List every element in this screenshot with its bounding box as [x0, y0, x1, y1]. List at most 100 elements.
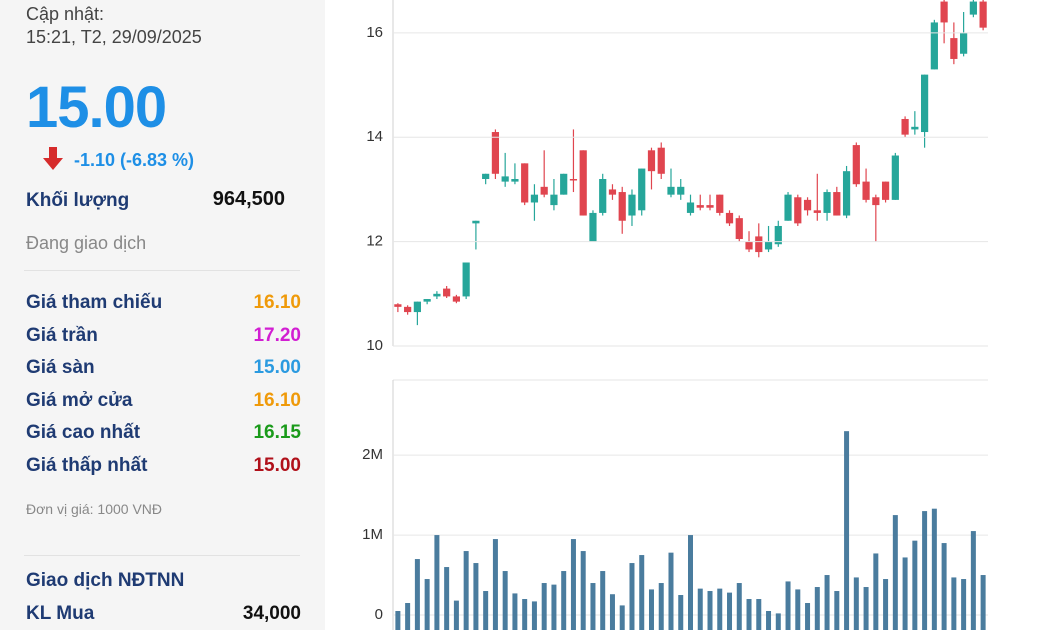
candle-body	[706, 205, 714, 208]
volume-bar	[405, 603, 411, 630]
volume-bar	[531, 601, 537, 630]
row-label: Giá thấp nhất	[26, 454, 148, 476]
candle-body	[452, 296, 461, 302]
y-tick-label: 1M	[362, 526, 383, 543]
volume-bar	[619, 605, 625, 630]
candle-body	[550, 194, 558, 206]
candle-body	[511, 179, 519, 182]
volume-bar	[961, 579, 967, 630]
candle-body	[657, 147, 665, 174]
y-tick-label: 2M	[362, 446, 383, 463]
volume-bar	[463, 551, 469, 630]
candle-body	[628, 194, 636, 216]
volume-bar	[883, 579, 889, 630]
volume-bar	[395, 611, 401, 630]
down-arrow-icon	[43, 147, 63, 170]
volume-bar	[512, 593, 518, 630]
volume-bar	[697, 588, 703, 630]
candle-body	[482, 173, 490, 180]
candle-body	[842, 171, 851, 216]
unit-note: Đơn vị giá: 1000 VNĐ	[26, 501, 163, 517]
volume-bar	[444, 567, 450, 630]
candle-body	[521, 163, 529, 203]
candle-body	[647, 150, 656, 172]
candle-body	[599, 179, 607, 213]
volume-bar	[609, 594, 615, 630]
candle-body	[823, 192, 831, 213]
volume-bar	[756, 599, 762, 630]
sidebar: Cập nhật: 15:21, T2, 29/09/2025 15.00 -1…	[0, 0, 325, 630]
row-value: 15.00	[253, 454, 301, 476]
volume-bar	[824, 575, 830, 630]
foreign-title: Giao dịch NĐTNN	[26, 570, 185, 591]
volume-bar	[844, 431, 850, 630]
volume-bar	[922, 511, 928, 630]
candle-body	[920, 74, 929, 133]
row-value: 15.00	[253, 357, 301, 378]
candle-body	[784, 194, 792, 221]
price-change: -1.10 (-6.83 %)	[74, 150, 195, 170]
candle-body	[589, 212, 597, 242]
price: 15.00	[26, 75, 167, 140]
volume-bar	[727, 592, 733, 630]
row-value: 16.15	[253, 422, 301, 443]
candle-body	[960, 32, 968, 54]
candle-body	[696, 205, 704, 208]
candle-body	[794, 197, 802, 224]
volume-bar	[795, 589, 801, 630]
row-label: Giá trần	[26, 324, 98, 346]
y-tick-label: 0	[375, 606, 383, 623]
volume-bar	[522, 599, 528, 630]
row-label: Giá cao nhất	[26, 422, 141, 443]
candle-body	[540, 186, 548, 195]
volume-bar	[541, 583, 547, 630]
candle-body	[423, 299, 431, 302]
volume-bar	[561, 571, 567, 630]
candle-body	[462, 262, 470, 297]
candle-body	[950, 38, 958, 59]
volume-bar	[707, 591, 713, 630]
candle-body	[872, 197, 880, 206]
candle-body	[813, 210, 821, 213]
volume-bar	[785, 581, 791, 630]
candle-body	[735, 218, 743, 240]
volume-bar	[951, 577, 957, 630]
candle-body	[940, 1, 948, 23]
candle-body	[443, 288, 451, 297]
volume-bar	[473, 563, 479, 630]
candle-body	[677, 186, 685, 195]
row-value: 34,000	[242, 603, 301, 624]
volume-bar	[453, 600, 459, 630]
candle-body	[579, 150, 587, 216]
row-label: Giá mở cửa	[26, 389, 133, 411]
volume-bar	[668, 552, 674, 630]
y-tick-label: 12	[366, 233, 383, 250]
volume-bar	[814, 587, 820, 630]
volume-bar	[483, 591, 489, 630]
volume-bar	[590, 583, 596, 630]
updated-time: 15:21, T2, 29/09/2025	[26, 27, 202, 47]
candle-body	[745, 241, 753, 250]
candle-body	[979, 1, 987, 28]
row-value: 17.20	[253, 324, 301, 346]
row-label: KL Mua	[26, 603, 95, 624]
volume-bar	[980, 575, 986, 630]
row-label: Giá tham chiếu	[26, 292, 163, 313]
volume-bar	[570, 539, 576, 630]
volume-bar	[970, 531, 976, 630]
separator	[24, 555, 300, 556]
volume-bar	[502, 571, 508, 630]
volume-bar	[863, 587, 869, 630]
volume-bar	[434, 535, 440, 630]
volume-bar	[648, 589, 654, 630]
volume-bar	[766, 611, 772, 630]
volume-bar	[736, 583, 742, 630]
trading-status: Đang giao dịch	[26, 233, 147, 253]
volume-bar	[658, 583, 664, 630]
volume-bar	[678, 595, 684, 630]
volume-bar	[853, 577, 859, 630]
volume-bar	[717, 588, 723, 630]
candle-body	[560, 173, 568, 195]
